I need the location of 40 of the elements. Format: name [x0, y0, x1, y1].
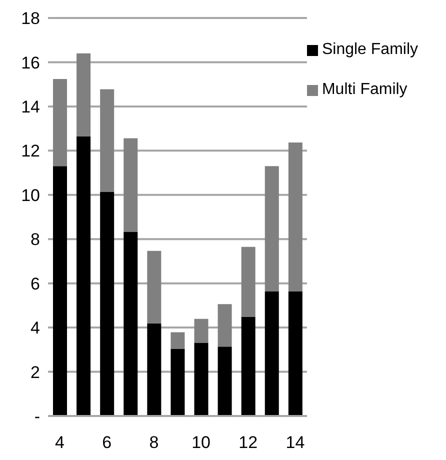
- bar: [170, 332, 185, 349]
- bar: [241, 316, 256, 416]
- bar: [100, 192, 114, 416]
- bar: [147, 323, 162, 416]
- y-tick-label: 8: [30, 230, 40, 250]
- y-tick-label: 18: [21, 9, 40, 28]
- x-tick-label: 8: [149, 433, 159, 452]
- bar: [218, 304, 232, 347]
- legend-label: Single Family: [322, 41, 418, 59]
- bar: [288, 142, 302, 292]
- bar: [194, 342, 208, 416]
- x-tick-label: 14: [286, 433, 305, 452]
- y-tick-label: 2: [30, 362, 40, 382]
- bar: [124, 232, 138, 416]
- y-tick-label: 6: [30, 274, 40, 294]
- x-tick-label: 10: [192, 433, 210, 452]
- bar: [241, 246, 256, 317]
- bar: [53, 166, 67, 416]
- bar: [218, 346, 232, 416]
- bar: [76, 136, 91, 416]
- bar: [170, 348, 185, 416]
- x-tick-label: 4: [55, 433, 65, 452]
- y-tick-label: 12: [21, 142, 40, 161]
- bar: [76, 53, 91, 136]
- bar: [264, 166, 279, 292]
- y-tick-label: 10: [21, 186, 40, 205]
- bar: [194, 318, 208, 343]
- bar: [53, 79, 67, 166]
- y-tick-label: 14: [21, 97, 40, 116]
- bar: [264, 291, 279, 416]
- y-tick-label: 16: [21, 53, 40, 72]
- bar: [147, 250, 162, 324]
- y-tick-label: 4: [30, 318, 40, 338]
- bar: [100, 89, 114, 192]
- bar: [124, 138, 138, 232]
- y-tick-label: -: [34, 407, 40, 426]
- bar: [288, 291, 302, 416]
- x-tick-label: 12: [238, 433, 258, 452]
- legend-label: Multi Family: [322, 81, 408, 99]
- x-tick-label: 6: [102, 433, 112, 452]
